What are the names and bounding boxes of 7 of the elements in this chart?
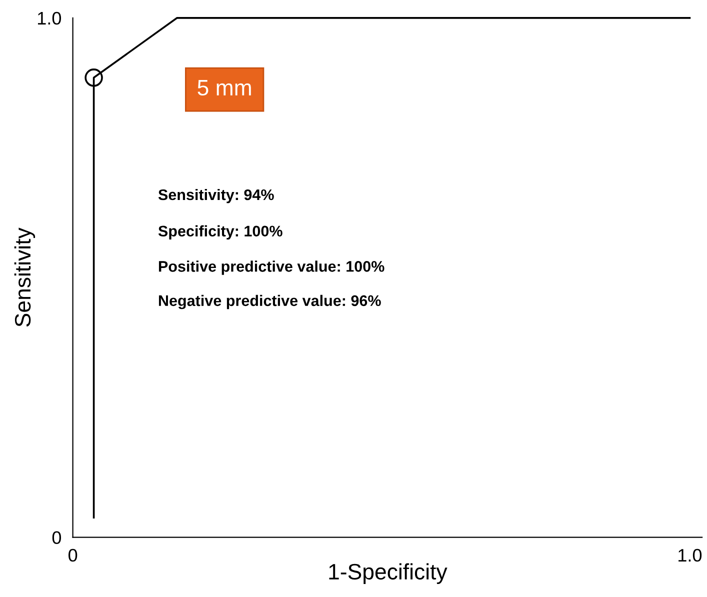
annotation: 5 mm: [198, 80, 251, 96]
annotation: Sensitivity: 94%: [158, 188, 274, 204]
y-axis-title: Sensitivity: [14, 228, 36, 327]
annotation: Positive predictive value: 100%: [158, 260, 384, 275]
x-axis-title: 1-Specificity: [329, 563, 448, 584]
annotation: Negative predictive value: 96%: [158, 294, 381, 310]
annotation: Specificity: 100%: [158, 225, 282, 240]
